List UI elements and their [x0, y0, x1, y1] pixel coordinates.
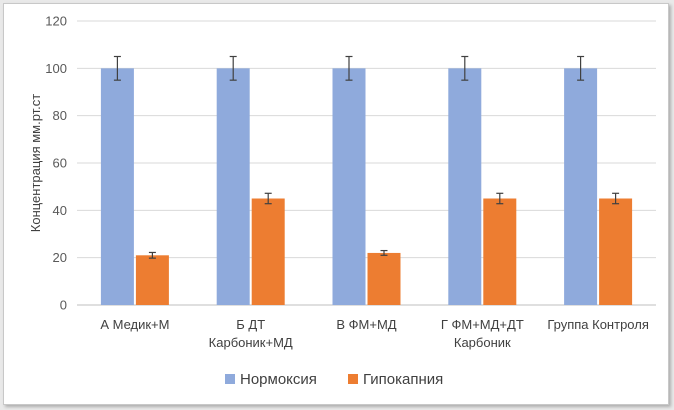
y-tick-label: 80	[53, 108, 67, 123]
y-tick-label: 120	[45, 14, 67, 29]
error-bar	[113, 55, 121, 81]
legend-label: Нормоксия	[240, 371, 317, 388]
bar-hypocapnia	[251, 198, 285, 305]
y-tick-label: 100	[45, 61, 67, 76]
error-bar	[577, 55, 585, 81]
bar-normoxia	[448, 68, 482, 305]
y-tick-label: 0	[60, 298, 67, 313]
bar-hypocapnia	[135, 255, 169, 305]
legend-label: Гипокапния	[363, 371, 443, 388]
y-axis-label: Концентрация мм.рт.ст	[28, 94, 43, 233]
error-bar	[229, 55, 237, 81]
legend-swatch	[348, 374, 358, 384]
x-category-label: В ФМ+МД	[336, 317, 396, 332]
x-category-label: Группа Контроля	[547, 317, 649, 332]
bar-normoxia	[216, 68, 250, 305]
x-category-label: Г ФМ+МД+ДТ Карбоник	[441, 317, 524, 350]
error-bar	[612, 192, 620, 205]
gridlines	[77, 20, 656, 306]
legend: Нормоксия Гипокапния	[225, 371, 443, 388]
error-bar	[264, 192, 272, 205]
legend-item: Нормоксия	[225, 371, 317, 388]
error-bar	[345, 55, 353, 81]
bar-normoxia	[100, 68, 134, 305]
x-category-label: А Медик+М	[100, 317, 169, 332]
y-tick-labels: 0 20 40 60 80 100 120	[45, 14, 67, 313]
legend-item: Гипокапния	[348, 371, 443, 388]
x-category-label: Б ДТ Карбоник+МД	[209, 317, 293, 350]
y-tick-label: 20	[53, 250, 67, 265]
bar-hypocapnia	[599, 198, 633, 305]
bars	[100, 68, 633, 305]
error-bars	[113, 55, 620, 259]
bar-hypocapnia	[483, 198, 517, 305]
bar-hypocapnia	[367, 252, 401, 305]
error-bar	[496, 192, 504, 205]
error-bar	[148, 251, 156, 259]
y-tick-label: 60	[53, 156, 67, 171]
legend-swatch	[225, 374, 235, 384]
y-tick-label: 40	[53, 203, 67, 218]
x-category-labels: А Медик+М Б ДТ Карбоник+МД В ФМ+МД Г ФМ+МД+Д…	[100, 317, 649, 350]
bar-normoxia	[332, 68, 366, 305]
error-bar	[380, 249, 388, 256]
error-bar	[461, 55, 469, 81]
bar-normoxia	[564, 68, 598, 305]
